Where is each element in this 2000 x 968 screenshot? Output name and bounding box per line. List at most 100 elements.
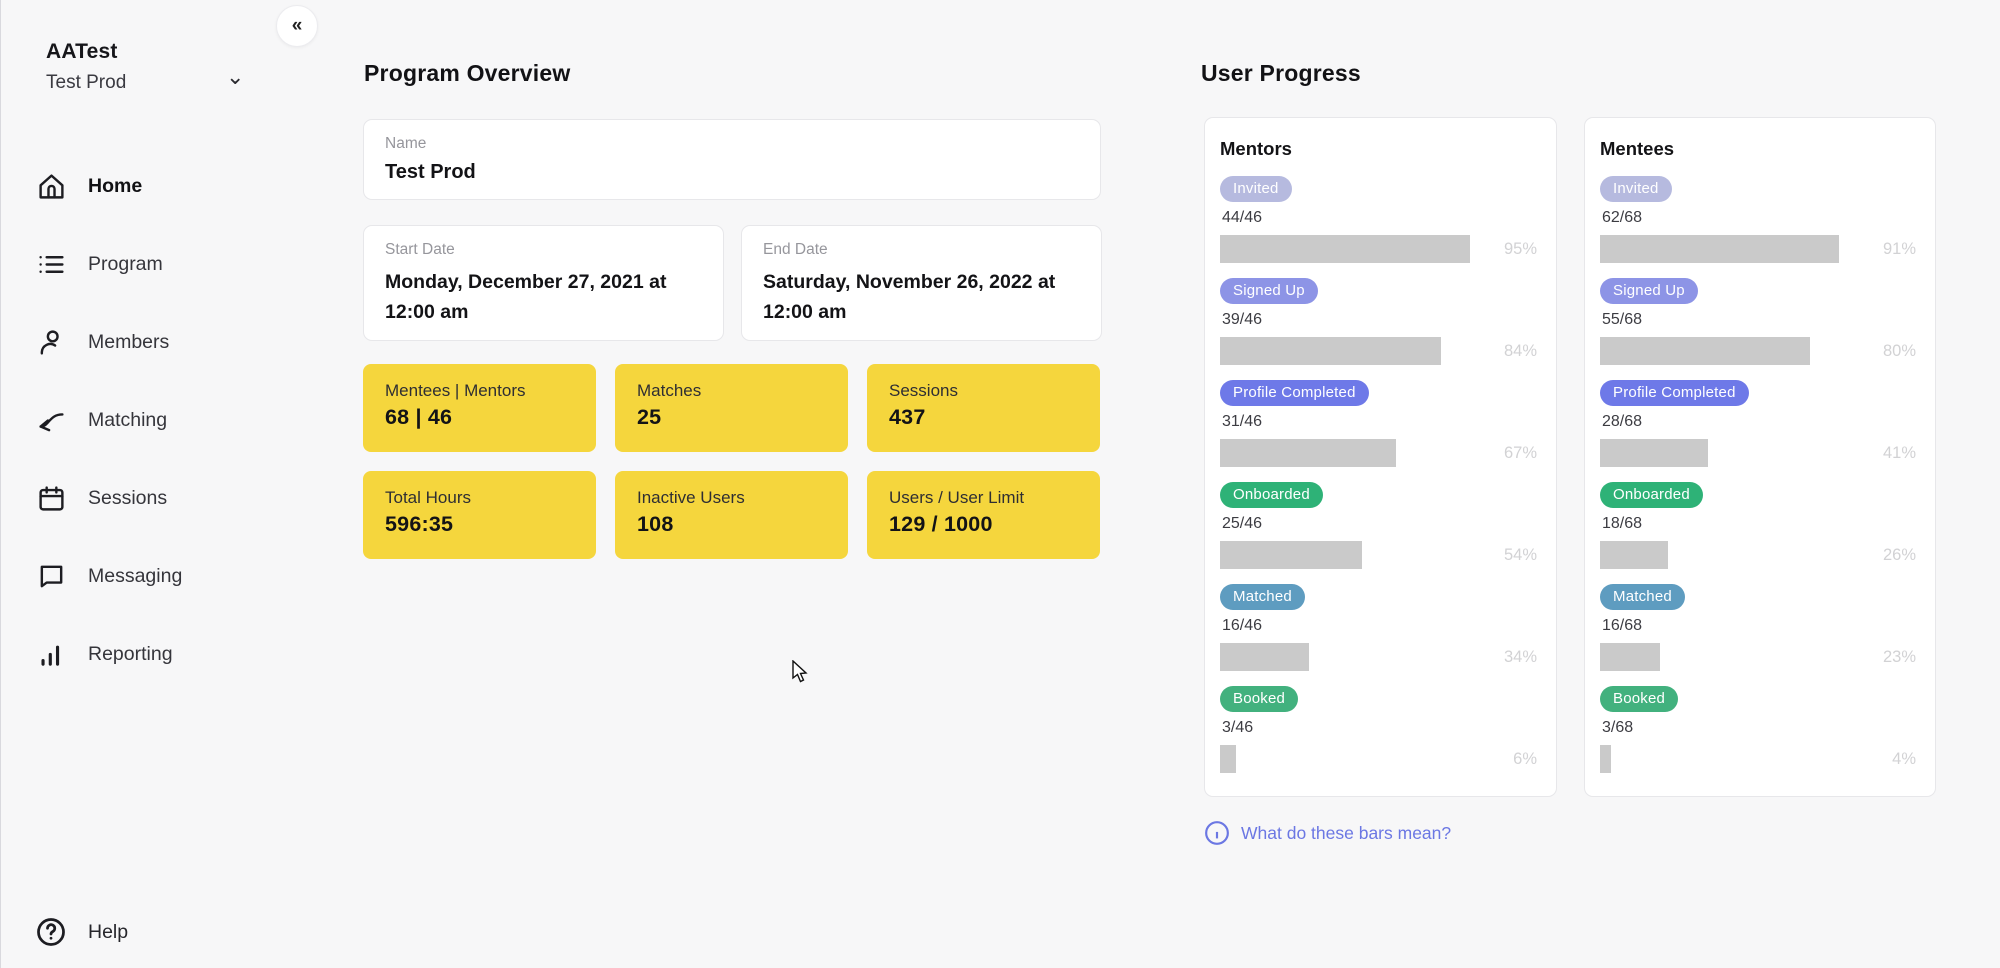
sidebar-item-reporting[interactable]: Reporting	[1, 615, 341, 693]
help-button[interactable]: Help	[36, 917, 128, 947]
stat-card-user-limit: Users / User Limit 129 / 1000	[867, 471, 1100, 559]
stage-percent: 6%	[1513, 749, 1537, 768]
stat-card-sessions: Sessions 437	[867, 364, 1100, 452]
stage-count: 18/68	[1602, 515, 1643, 532]
sidebar-item-label: Program	[88, 252, 163, 275]
stage-count: 28/68	[1602, 413, 1643, 430]
progress-bar	[1600, 235, 1863, 263]
program-stats-grid: Mentees | Mentors 68 | 46 Matches 25 Ses…	[363, 364, 1103, 559]
stat-value: 437	[889, 405, 926, 429]
stage-booked: Booked 3/46 6%	[1220, 686, 1537, 788]
stat-label: Total Hours	[385, 488, 471, 507]
stage-profile-completed: Profile Completed 28/68 41%	[1600, 380, 1916, 482]
stage-signed-up: Signed Up 55/68 80%	[1600, 278, 1916, 380]
status-badge: Profile Completed	[1220, 380, 1369, 406]
start-date-label: Start Date	[385, 241, 455, 258]
progress-bar	[1220, 745, 1483, 773]
stage-matched: Matched 16/68 23%	[1600, 584, 1916, 686]
sidebar-nav: Home Program Members Matching Sessions	[1, 147, 341, 693]
stage-profile-completed: Profile Completed 31/46 67%	[1220, 380, 1537, 482]
progress-bar	[1600, 337, 1863, 365]
org-name: AATest	[46, 40, 118, 63]
stage-count: 25/46	[1222, 515, 1263, 532]
mentees-card-title: Mentees	[1600, 138, 1675, 159]
question-circle-icon	[37, 918, 65, 946]
stat-label: Matches	[637, 381, 702, 400]
sidebar-collapse-button[interactable]: «	[276, 5, 318, 47]
status-badge: Matched	[1220, 584, 1305, 610]
program-name-field[interactable]: Name Test Prod	[363, 119, 1101, 200]
sidebar-item-home[interactable]: Home	[1, 147, 341, 225]
stage-percent: 80%	[1882, 341, 1916, 360]
stage-invited: Invited 44/46 95%	[1220, 176, 1537, 278]
stage-percent: 26%	[1882, 545, 1916, 564]
end-date-label: End Date	[763, 241, 828, 258]
list-icon	[36, 249, 66, 279]
mentors-card-title: Mentors	[1220, 138, 1292, 159]
start-date-field[interactable]: Start Date Monday, December 27, 2021 at …	[363, 225, 724, 341]
stage-onboarded: Onboarded 18/68 26%	[1600, 482, 1916, 584]
stage-invited: Invited 62/68 91%	[1600, 176, 1916, 278]
stage-percent: 41%	[1882, 443, 1916, 462]
status-badge: Onboarded	[1220, 482, 1323, 508]
sidebar-item-label: Members	[88, 330, 170, 353]
bars-help-link-label: What do these bars mean?	[1241, 822, 1452, 843]
org-switcher[interactable]: AATest Test Prod ⌄	[46, 40, 266, 94]
name-field-label: Name	[385, 135, 427, 152]
progress-bar	[1600, 745, 1863, 773]
sidebar-item-sessions[interactable]: Sessions	[1, 459, 341, 537]
sidebar-item-program[interactable]: Program	[1, 225, 341, 303]
progress-bar	[1220, 439, 1483, 467]
stage-matched: Matched 16/46 34%	[1220, 584, 1537, 686]
stage-booked: Booked 3/68 4%	[1600, 686, 1916, 788]
help-label: Help	[88, 920, 129, 943]
stage-count: 44/46	[1222, 209, 1263, 226]
speech-bubble-icon	[36, 561, 66, 591]
progress-bar	[1600, 643, 1863, 671]
sidebar-item-members[interactable]: Members	[1, 303, 341, 381]
sidebar-item-messaging[interactable]: Messaging	[1, 537, 341, 615]
end-date-field[interactable]: End Date Saturday, November 26, 2022 at …	[741, 225, 1102, 341]
stage-count: 31/46	[1222, 413, 1263, 430]
sidebar-item-label: Sessions	[88, 486, 168, 509]
stage-onboarded: Onboarded 25/46 54%	[1220, 482, 1537, 584]
stage-percent: 23%	[1882, 647, 1916, 666]
sidebar-item-label: Matching	[88, 408, 168, 431]
stage-percent: 54%	[1503, 545, 1537, 564]
sidebar: AATest Test Prod ⌄ « Home Program Member…	[1, 0, 341, 968]
stat-card-mentees-mentors: Mentees | Mentors 68 | 46	[363, 364, 596, 452]
progress-bar	[1600, 541, 1863, 569]
stat-value: 68 | 46	[385, 405, 453, 429]
progress-bar	[1600, 439, 1863, 467]
stat-card-total-hours: Total Hours 596:35	[363, 471, 596, 559]
home-icon	[36, 171, 66, 201]
bars-help-link[interactable]: What do these bars mean?	[1204, 820, 1451, 846]
stage-percent: 91%	[1882, 239, 1916, 258]
end-date-value: Saturday, November 26, 2022 at 12:00 am	[763, 271, 1056, 324]
stage-percent: 4%	[1892, 749, 1916, 768]
stat-value: 108	[637, 512, 674, 536]
org-program-name: Test Prod	[46, 72, 127, 93]
mentees-progress-card: Mentees Invited 62/68 91% Signed Up 55/6…	[1584, 117, 1936, 797]
progress-bar	[1220, 541, 1483, 569]
stage-count: 39/46	[1222, 311, 1263, 328]
stage-count: 3/46	[1222, 719, 1254, 736]
sidebar-item-matching[interactable]: Matching	[1, 381, 341, 459]
stage-count: 62/68	[1602, 209, 1643, 226]
status-badge: Booked	[1600, 686, 1679, 712]
collapse-icon: «	[291, 15, 303, 36]
chevron-down-icon: ⌄	[226, 64, 245, 89]
progress-bar	[1220, 643, 1483, 671]
stage-percent: 95%	[1503, 239, 1537, 258]
stat-label: Mentees | Mentors	[385, 381, 526, 400]
status-badge: Signed Up	[1600, 278, 1698, 304]
stage-count: 55/68	[1602, 311, 1643, 328]
person-icon	[36, 327, 66, 357]
stage-percent: 67%	[1503, 443, 1537, 462]
bar-chart-icon	[36, 639, 66, 669]
mentors-progress-card: Mentors Invited 44/46 95% Signed Up 39/4…	[1204, 117, 1557, 797]
stat-value: 129 / 1000	[889, 512, 993, 536]
stat-value: 25	[637, 405, 662, 429]
stage-signed-up: Signed Up 39/46 84%	[1220, 278, 1537, 380]
stage-count: 16/46	[1222, 617, 1263, 634]
